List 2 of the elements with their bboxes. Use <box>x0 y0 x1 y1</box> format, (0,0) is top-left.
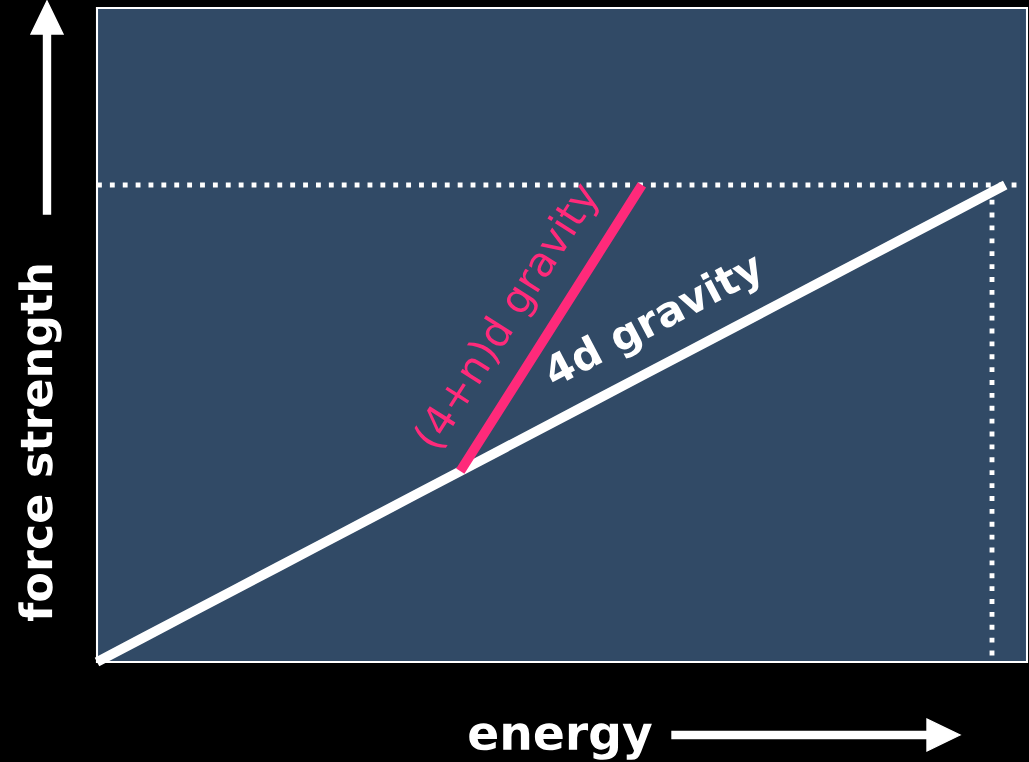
x-axis-title: energy <box>469 723 652 760</box>
y-axis-title: force strength <box>18 265 62 622</box>
